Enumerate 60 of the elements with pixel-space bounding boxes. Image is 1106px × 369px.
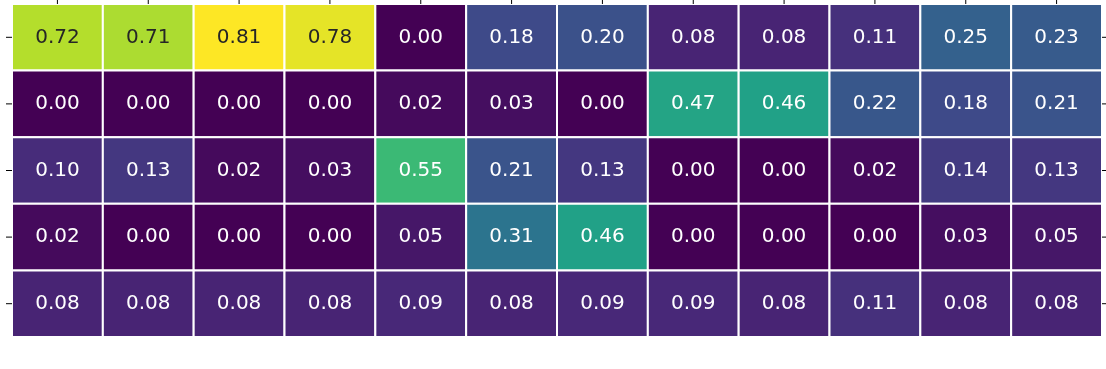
data-label: 0.46 [580,223,625,248]
data-label: 0.22 [852,90,898,115]
data-label: 0.02 [216,156,262,181]
data-label: 0.71 [125,23,171,48]
data-label: 0.08 [307,289,353,314]
data-label: 0.00 [670,156,716,181]
data-label: 0.09 [580,289,625,314]
data-label: 0.08 [761,289,807,314]
data-label: 0.08 [1034,289,1079,314]
data-label: 0.02 [398,90,444,115]
data-label: 0.02 [852,156,898,181]
data-label: 0.08 [216,289,262,314]
data-label: 0.09 [670,289,716,314]
data-label: 0.08 [35,289,80,314]
data-label: 0.08 [943,289,989,314]
data-label: 0.00 [580,90,625,115]
data-label: 0.00 [216,223,262,248]
data-label: 0.55 [398,156,444,181]
data-label: 0.10 [35,156,80,181]
data-label: 0.47 [670,90,716,115]
data-label: 0.20 [580,23,625,48]
data-label: 0.00 [761,223,807,248]
data-label: 0.23 [1034,23,1079,48]
data-label: 0.21 [1034,90,1079,115]
data-label: 0.11 [852,289,898,314]
data-label: 0.03 [943,223,989,248]
data-label: 0.05 [1034,223,1079,248]
data-label: 0.00 [852,223,898,248]
data-label: 0.25 [943,23,989,48]
data-label: 0.03 [307,156,353,181]
data-label: 0.18 [943,90,989,115]
data-label: 0.11 [852,23,898,48]
data-label: 0.08 [670,23,716,48]
data-label: 0.14 [943,156,989,181]
data-label: 0.72 [35,23,80,48]
data-label: 0.09 [398,289,444,314]
data-label: 0.00 [761,156,807,181]
data-label: 0.13 [580,156,625,181]
data-label: 0.03 [489,90,534,115]
data-label: 0.21 [489,156,534,181]
data-label: 0.00 [216,90,262,115]
data-label: 0.02 [35,223,80,248]
data-label: 0.08 [761,23,807,48]
data-label: 0.08 [489,289,534,314]
data-label: 0.00 [125,223,171,248]
data-label: 0.81 [216,23,262,48]
data-label: 0.00 [125,90,171,115]
data-label: 0.78 [307,23,353,48]
data-label: 0.00 [307,90,353,115]
data-label: 0.13 [1034,156,1079,181]
data-label: 0.05 [398,223,444,248]
data-label: 0.18 [489,23,534,48]
data-label: 0.08 [125,289,171,314]
data-label: 0.00 [398,23,444,48]
data-label: 0.00 [307,223,353,248]
data-label: 0.13 [125,156,171,181]
data-label: 0.31 [489,223,534,248]
data-label: 0.00 [35,90,80,115]
data-label: 0.00 [670,223,716,248]
data-label: 0.46 [761,90,807,115]
